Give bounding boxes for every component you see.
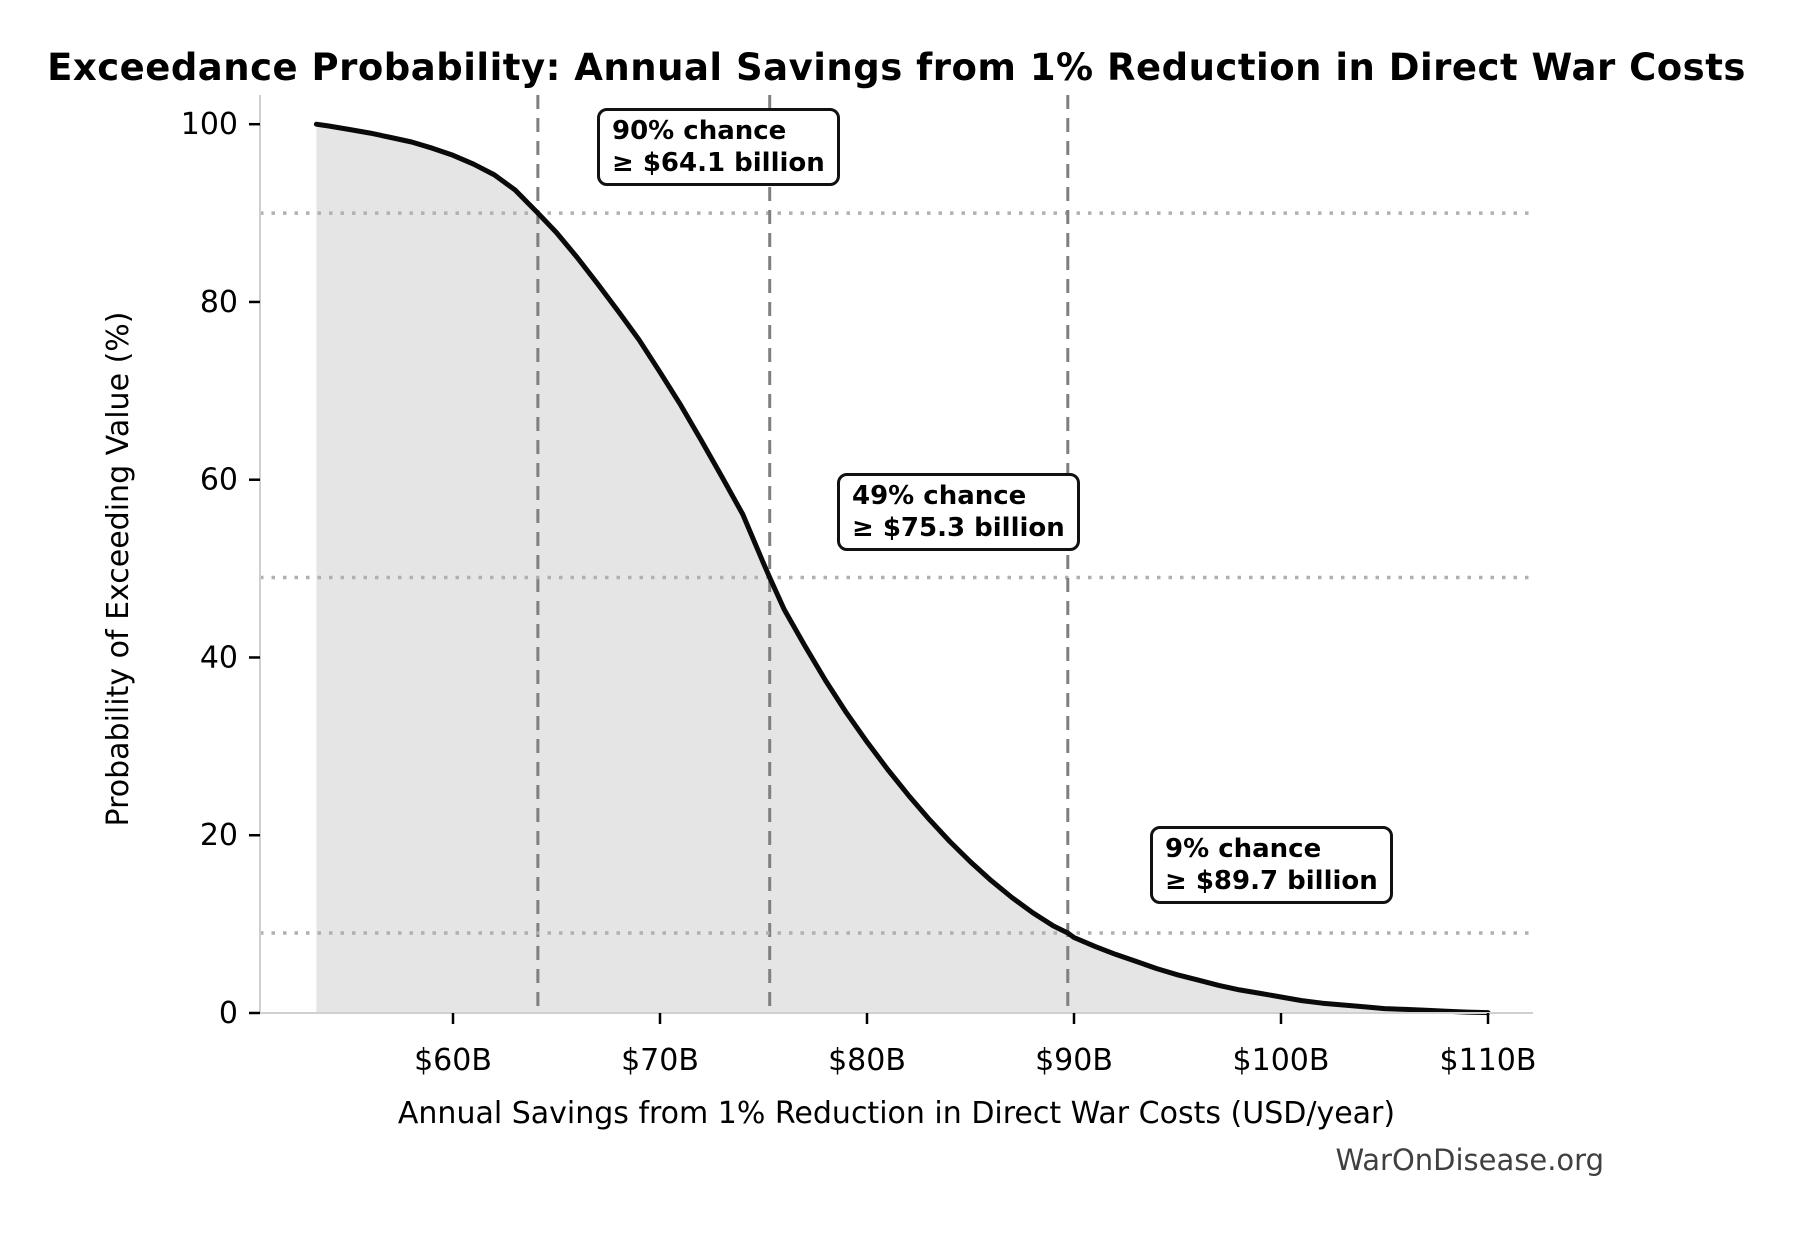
exceedance-curve	[313, 121, 1491, 1016]
chart-title: Exceedance Probability: Annual Savings f…	[47, 46, 1746, 89]
y-tick-label: 0	[219, 996, 238, 1031]
x-axis-label: Annual Savings from 1% Reduction in Dire…	[397, 1096, 1396, 1131]
watermark-text: WarOnDisease.org	[1335, 1143, 1604, 1177]
y-tick-label: 100	[181, 107, 238, 142]
x-tick-label: $110B	[1440, 1043, 1537, 1078]
annotation-box-90pct: 90% chance ≥ $64.1 billion	[597, 108, 840, 187]
annotation-line: 49% chance	[852, 481, 1027, 511]
y-axis-label: Probability of Exceeding Value (%)	[101, 311, 136, 827]
x-tick-label: $100B	[1233, 1043, 1330, 1078]
annotation-line: ≥ $64.1 billion	[612, 148, 825, 179]
annotation-box-9pct: 9% chance ≥ $89.7 billion	[1150, 826, 1393, 905]
annotation-line: 90% chance	[612, 116, 787, 146]
annotation-box-49pct: 49% chance ≥ $75.3 billion	[837, 473, 1080, 552]
y-tick-label: 20	[200, 818, 238, 853]
y-tick-label: 40	[200, 640, 238, 675]
x-tick-label: $70B	[621, 1043, 699, 1078]
annotation-line: ≥ $75.3 billion	[852, 513, 1065, 544]
shaded-area-under-curve	[316, 124, 1488, 1013]
x-tick-label: $60B	[414, 1043, 492, 1078]
y-tick-label: 60	[200, 463, 238, 498]
y-tick-label: 80	[200, 285, 238, 320]
x-tick-label: $90B	[1035, 1043, 1113, 1078]
annotation-line: ≥ $89.7 billion	[1165, 866, 1378, 897]
x-tick-label: $80B	[828, 1043, 906, 1078]
annotation-line: 9% chance	[1165, 834, 1322, 864]
